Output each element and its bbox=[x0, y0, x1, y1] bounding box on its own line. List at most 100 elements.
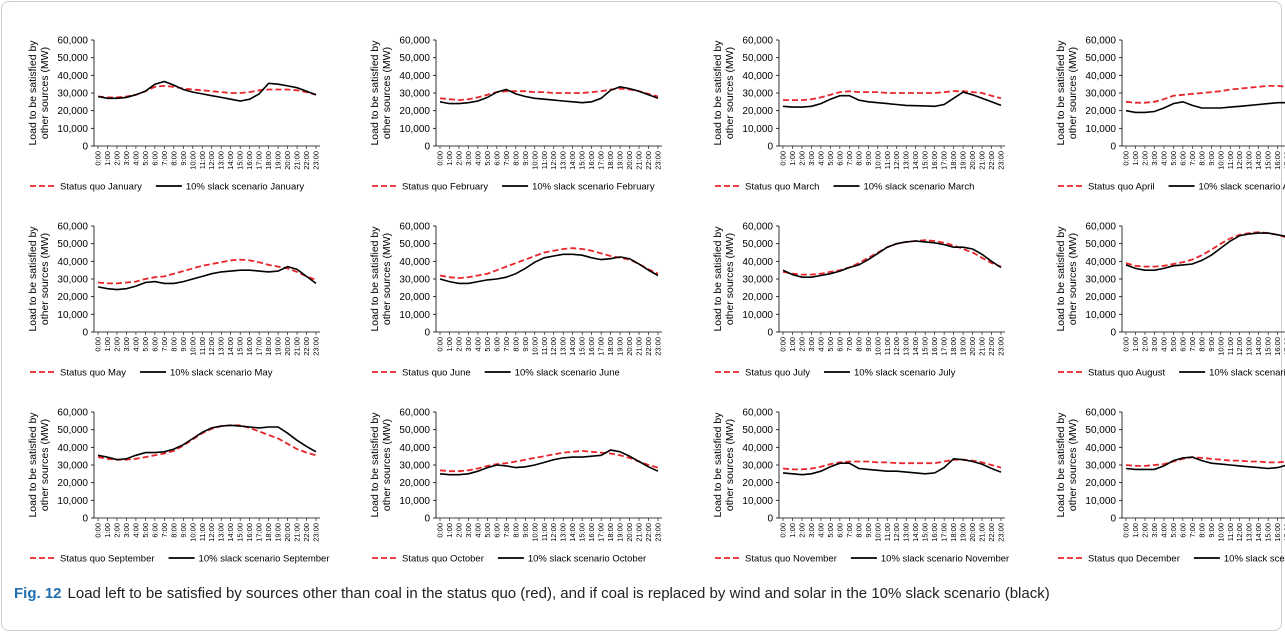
series-line bbox=[782, 91, 1002, 108]
x-tick-label: 5:00 bbox=[483, 151, 492, 166]
x-tick-label: 20:00 bbox=[283, 523, 292, 542]
x-tick-label: 22:00 bbox=[302, 337, 311, 356]
x-tick-label: 6:00 bbox=[1178, 523, 1187, 538]
x-tick-label: 11:00 bbox=[883, 523, 892, 541]
y-tick-label: 20,000 bbox=[57, 478, 88, 489]
y-tick-label: 50,000 bbox=[1085, 425, 1116, 436]
x-tick-label: 6:00 bbox=[1178, 151, 1187, 166]
y-axis-label: other sources (MW) bbox=[724, 47, 736, 139]
y-tick-label: 60,000 bbox=[399, 408, 430, 419]
legend-label: 10% slack scenario March bbox=[863, 182, 974, 193]
series-line bbox=[1125, 85, 1285, 104]
x-tick-label: 8:00 bbox=[854, 337, 863, 352]
x-tick-label: 1:00 bbox=[788, 523, 797, 538]
x-tick-label: 4:00 bbox=[473, 337, 482, 352]
x-tick-label: 9:00 bbox=[179, 151, 188, 166]
y-tick-label: 20,000 bbox=[742, 478, 773, 489]
x-tick-label: 6:00 bbox=[835, 337, 844, 352]
x-tick-label: 4:00 bbox=[1159, 523, 1168, 538]
x-tick-label: 0:00 bbox=[779, 523, 788, 538]
x-tick-label: 12:00 bbox=[892, 151, 901, 170]
x-tick-label: 14:00 bbox=[911, 523, 920, 542]
x-tick-label: 23:00 bbox=[312, 337, 321, 356]
y-tick-label: 40,000 bbox=[742, 71, 773, 82]
legend-label: 10% slack scenario October bbox=[528, 554, 646, 565]
x-tick-label: 19:00 bbox=[274, 337, 283, 356]
x-tick-label: 16:00 bbox=[245, 337, 254, 356]
x-tick-label: 14:00 bbox=[1254, 151, 1263, 170]
y-tick-label: 30,000 bbox=[1085, 275, 1116, 286]
y-tick-label: 50,000 bbox=[742, 425, 773, 436]
x-tick-label: 0:00 bbox=[1122, 523, 1131, 538]
y-tick-label: 0 bbox=[1110, 328, 1116, 339]
y-tick-label: 20,000 bbox=[399, 478, 430, 489]
x-tick-label: 5:00 bbox=[141, 337, 150, 352]
x-tick-label: 14:00 bbox=[568, 523, 577, 542]
x-tick-label: 14:00 bbox=[1254, 337, 1263, 356]
series-line bbox=[439, 449, 659, 476]
x-tick-label: 20:00 bbox=[625, 151, 634, 170]
x-tick-label: 8:00 bbox=[1197, 337, 1206, 352]
legend-label: Status quo May bbox=[60, 368, 126, 379]
x-tick-label: 18:00 bbox=[949, 523, 958, 542]
x-tick-label: 2:00 bbox=[454, 337, 463, 352]
x-tick-label: 16:00 bbox=[587, 337, 596, 356]
x-tick-label: 9:00 bbox=[521, 523, 530, 538]
x-tick-label: 17:00 bbox=[255, 523, 264, 542]
x-tick-label: 22:00 bbox=[644, 151, 653, 170]
x-tick-label: 13:00 bbox=[1245, 151, 1254, 170]
x-tick-label: 1:00 bbox=[1131, 523, 1140, 538]
y-tick-label: 60,000 bbox=[57, 36, 88, 47]
x-tick-label: 13:00 bbox=[902, 151, 911, 170]
x-tick-label: 2:00 bbox=[1140, 523, 1149, 538]
x-tick-label: 14:00 bbox=[226, 337, 235, 356]
x-tick-label: 15:00 bbox=[578, 523, 587, 542]
x-tick-label: 20:00 bbox=[283, 337, 292, 356]
y-tick-label: 40,000 bbox=[399, 257, 430, 268]
y-axis-label: other sources (MW) bbox=[381, 419, 393, 511]
y-tick-label: 30,000 bbox=[57, 89, 88, 100]
caption-label: Fig. 12 bbox=[14, 585, 62, 602]
y-tick-label: 60,000 bbox=[399, 36, 430, 47]
y-tick-label: 10,000 bbox=[1085, 496, 1116, 507]
y-tick-label: 40,000 bbox=[57, 443, 88, 454]
legend-label: Status quo March bbox=[745, 182, 819, 193]
x-tick-label: 23:00 bbox=[997, 523, 1006, 542]
y-tick-label: 0 bbox=[1110, 142, 1116, 153]
legend-label: Status quo August bbox=[1088, 368, 1165, 379]
x-tick-label: 9:00 bbox=[864, 337, 873, 352]
x-tick-label: 23:00 bbox=[312, 151, 321, 170]
x-tick-label: 14:00 bbox=[568, 337, 577, 356]
x-tick-label: 1:00 bbox=[445, 337, 454, 352]
y-tick-label: 0 bbox=[767, 514, 773, 525]
x-tick-label: 20:00 bbox=[625, 337, 634, 356]
x-tick-label: 3:00 bbox=[122, 151, 131, 166]
x-tick-label: 11:00 bbox=[1226, 523, 1235, 541]
y-tick-label: 0 bbox=[1110, 514, 1116, 525]
y-tick-label: 10,000 bbox=[742, 496, 773, 507]
x-tick-label: 5:00 bbox=[1169, 151, 1178, 166]
x-tick-label: 10:00 bbox=[1216, 151, 1225, 170]
x-tick-label: 17:00 bbox=[1283, 151, 1285, 170]
x-tick-label: 9:00 bbox=[1207, 151, 1216, 166]
x-tick-label: 13:00 bbox=[1245, 523, 1254, 542]
x-tick-label: 16:00 bbox=[1273, 523, 1282, 542]
x-tick-label: 1:00 bbox=[103, 151, 112, 166]
y-tick-label: 40,000 bbox=[399, 443, 430, 454]
y-tick-label: 10,000 bbox=[742, 124, 773, 135]
x-tick-label: 16:00 bbox=[245, 151, 254, 170]
x-tick-label: 8:00 bbox=[511, 151, 520, 166]
x-tick-label: 4:00 bbox=[816, 151, 825, 166]
y-tick-label: 50,000 bbox=[399, 425, 430, 436]
x-tick-label: 7:00 bbox=[1188, 151, 1197, 166]
y-tick-label: 20,000 bbox=[57, 106, 88, 117]
series-line bbox=[97, 80, 317, 102]
x-tick-label: 9:00 bbox=[1207, 337, 1216, 352]
x-tick-label: 17:00 bbox=[597, 337, 606, 356]
y-tick-label: 30,000 bbox=[399, 275, 430, 286]
x-tick-label: 22:00 bbox=[987, 523, 996, 542]
x-tick-label: 11:00 bbox=[198, 523, 207, 541]
legend-label: 10% slack scenario July bbox=[854, 368, 956, 379]
x-tick-label: 0:00 bbox=[436, 337, 445, 352]
